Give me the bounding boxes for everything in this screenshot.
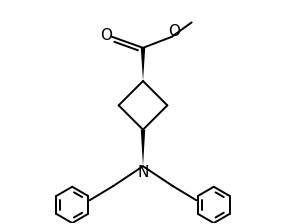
Polygon shape bbox=[141, 130, 145, 166]
Text: N: N bbox=[137, 165, 149, 180]
Polygon shape bbox=[141, 48, 145, 81]
Text: O: O bbox=[100, 28, 112, 43]
Text: O: O bbox=[168, 24, 180, 39]
